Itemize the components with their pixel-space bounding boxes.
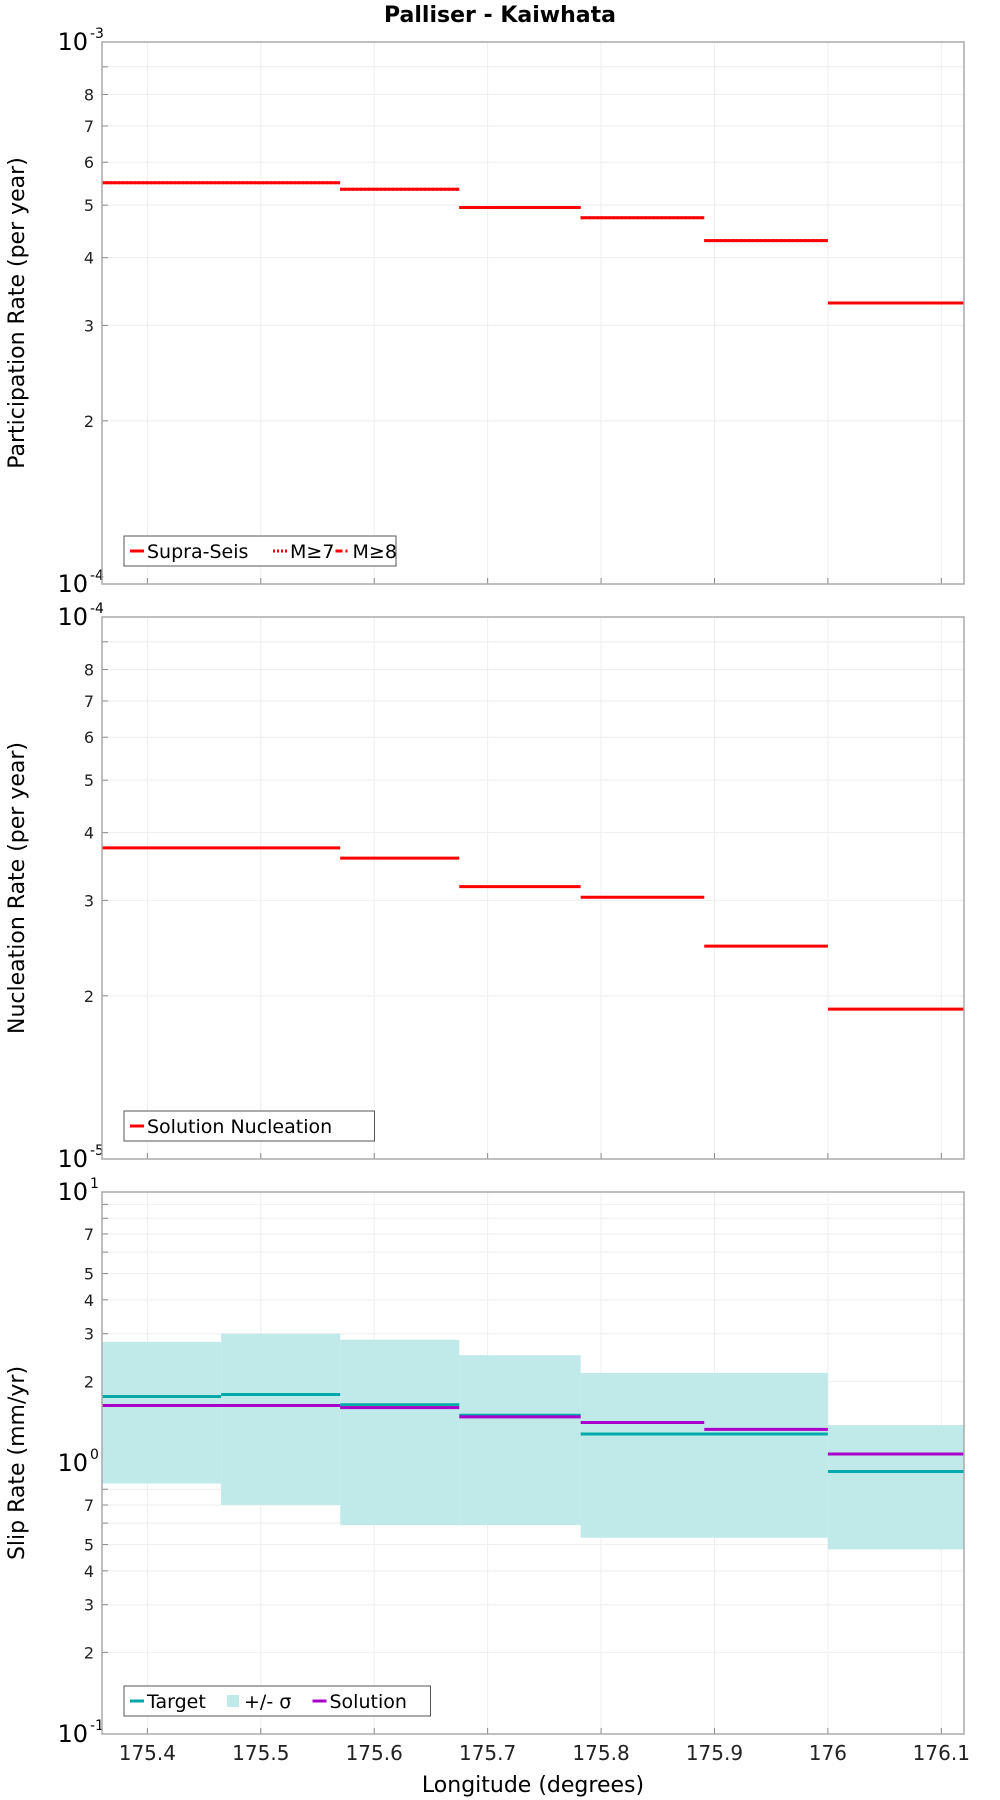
y-tick-label: 2 (84, 987, 94, 1006)
x-tick-label: 175.6 (346, 1741, 403, 1765)
y-tick-label: 2 (84, 1643, 94, 1662)
y-decade-label: 10 (57, 1178, 88, 1206)
y-tick-label: 5 (84, 196, 94, 215)
y-tick-label: 6 (84, 153, 94, 172)
sigma-band-segment (580, 1372, 828, 1538)
y-tick-label: 8 (84, 86, 94, 105)
y-decade-exponent: -4 (90, 601, 104, 617)
sigma-band-segment (340, 1339, 460, 1526)
y-axis-label: Participation Rate (per year) (5, 157, 30, 469)
legend-entry: Solution Nucleation (147, 1116, 332, 1138)
y-tick-label: 5 (84, 1265, 94, 1284)
x-tick-label: 175.4 (119, 1741, 176, 1765)
plot-area (102, 42, 964, 584)
legend-box (123, 535, 397, 567)
y-decade-exponent: -4 (90, 568, 104, 584)
y-tick-label: 2 (84, 412, 94, 431)
y-axis-label: Slip Rate (mm/yr) (5, 1366, 30, 1560)
x-tick-label: 175.5 (232, 1741, 289, 1765)
y-tick-label: 8 (84, 661, 94, 680)
y-decade-exponent: -1 (90, 1718, 104, 1734)
sigma-band-segment (459, 1355, 581, 1526)
x-tick-label: 175.7 (459, 1741, 516, 1765)
x-tick-label: 175.8 (572, 1741, 629, 1765)
y-tick-label: 7 (84, 1225, 94, 1244)
legend-entry: Solution (330, 1691, 407, 1713)
y-tick-label: 7 (84, 1496, 94, 1515)
y-tick-label: 4 (84, 249, 94, 268)
y-tick-label: 4 (84, 824, 94, 843)
legend-box (123, 1685, 431, 1717)
sigma-band-segment (827, 1425, 964, 1550)
y-decade-exponent: 1 (90, 1176, 99, 1192)
sigma-band-segment (102, 1341, 222, 1484)
legend-entry: Target (146, 1691, 206, 1713)
y-decade-label: 10 (57, 570, 88, 598)
x-tick-label: 176.1 (913, 1741, 970, 1765)
y-tick-label: 5 (84, 1536, 94, 1555)
y-tick-label: 5 (84, 771, 94, 790)
y-tick-label: 7 (84, 692, 94, 711)
y-tick-label: 3 (84, 316, 94, 335)
legend-entry: +/- σ (244, 1691, 291, 1713)
plot-frame (101, 41, 965, 585)
y-decade-exponent: -3 (90, 26, 104, 42)
legend-box (123, 1110, 375, 1142)
plot-frame (101, 1191, 965, 1735)
y-tick-label: 3 (84, 1596, 94, 1615)
legend-entry: M≥7 (290, 541, 334, 563)
y-decade-label: 10 (57, 1720, 88, 1748)
sigma-band-segment (221, 1333, 341, 1505)
plot-frame (101, 616, 965, 1160)
legend: Supra-Seis M≥7 M≥8 (123, 535, 397, 567)
legend: Target +/- σ Solution (123, 1685, 431, 1717)
y-tick-label: 3 (84, 891, 94, 910)
y-tick-label: 7 (84, 117, 94, 136)
legend-swatch (227, 1695, 239, 1707)
y-tick-label: 6 (84, 728, 94, 747)
y-decade-label: 10 (57, 28, 88, 56)
figure-title: Palliser - Kaiwhata (384, 3, 616, 28)
y-axis-label: Nucleation Rate (per year) (5, 742, 30, 1034)
y-decade-label: 10 (57, 1145, 88, 1173)
y-decade-exponent: 0 (90, 1447, 99, 1463)
y-tick-label: 4 (84, 1291, 94, 1310)
legend-entry: M≥8 (353, 541, 397, 563)
x-tick-label: 176 (809, 1741, 847, 1765)
legend-entry: Supra-Seis (147, 541, 248, 563)
x-tick-label: 175.9 (686, 1741, 743, 1765)
y-decade-exponent: -5 (90, 1143, 104, 1159)
y-decade-label: 10 (57, 603, 88, 631)
y-decade-label: 10 (57, 1449, 88, 1477)
y-tick-label: 2 (84, 1372, 94, 1391)
y-tick-label: 4 (84, 1562, 94, 1581)
x-axis-label: Longitude (degrees) (422, 1773, 644, 1798)
y-tick-label: 3 (84, 1325, 94, 1344)
legend: Solution Nucleation (123, 1110, 375, 1142)
